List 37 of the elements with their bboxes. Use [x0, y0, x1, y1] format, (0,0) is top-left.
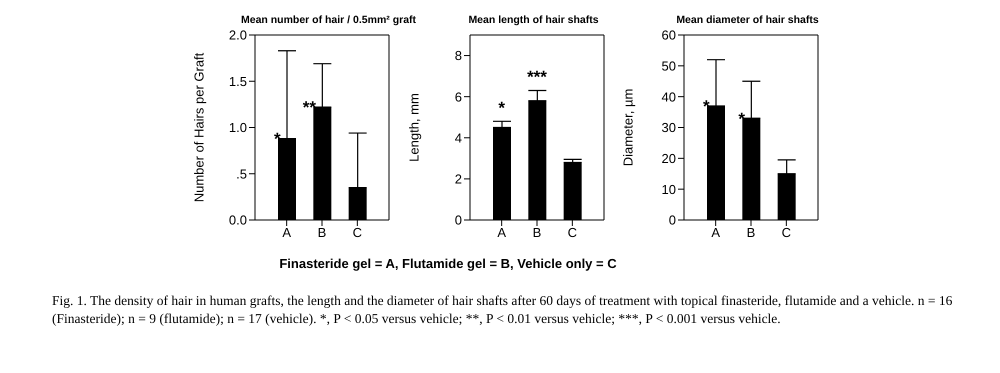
x-tick-label: B [746, 225, 756, 240]
y-axis-title: Diameter, µm [620, 88, 636, 166]
y-tick-label: 10 [662, 182, 676, 197]
y-tick-label: 6 [454, 89, 462, 104]
x-tick-label: B [318, 225, 326, 240]
y-tick-label: 1.5 [228, 74, 247, 89]
chart-title: Mean length of hair shafts [468, 14, 599, 26]
x-tick-label: A [497, 225, 506, 240]
annotation: *** [527, 68, 548, 86]
y-tick-label: 50 [662, 58, 676, 74]
y-tick-label: 0 [454, 212, 462, 228]
x-tick-label: C [352, 225, 362, 240]
y-tick-label: 4 [454, 130, 462, 146]
text: Finasteride gel = A, Flutamide gel = B, Vehicle only = C [278, 256, 618, 271]
annotation: * [498, 98, 506, 118]
x-tick-label: A [282, 225, 292, 240]
annotation: ** [302, 98, 316, 118]
y-tick-label: 2 [454, 172, 462, 187]
x-tick-label: A [711, 225, 720, 240]
y-tick-label: .5 [236, 166, 247, 182]
y-tick-label: 0 [668, 212, 676, 228]
y-axis-title: Length, mm [406, 93, 422, 162]
y-tick-label: 0.0 [228, 212, 247, 228]
y-tick-label: 2.0 [228, 28, 247, 43]
y-tick-label: 30 [662, 120, 676, 136]
x-tick-label: C [782, 225, 792, 240]
y-tick-label: 20 [662, 150, 676, 166]
y-tick-label: 1.0 [228, 120, 247, 136]
y-axis-title: Number of Hairs per Graft [192, 52, 207, 202]
x-tick-label: B [532, 225, 542, 240]
y-tick-label: 60 [662, 28, 676, 43]
chart-title: Mean diameter of hair shafts [675, 14, 820, 26]
chart-title: Mean number of hair / 0.5mm² graft [240, 14, 416, 26]
caption: Fig. 1. The density of hair in human grafts, the length and the diameter of hair shafts after 60 days of treatment with topical finasteride, flutamide and a vehicle. n = 16 (Finasteride); n = 9 (flutamide); n = 17 (vehicle). *, P < 0.05 versus vehicle; **, P < 0.01 versus vehicle; ***, P < 0.001 versus vehicle. [52, 292, 954, 328]
y-tick-label: 40 [662, 89, 676, 104]
x-tick-label: C [568, 225, 578, 240]
y-tick-label: 8 [454, 48, 462, 64]
